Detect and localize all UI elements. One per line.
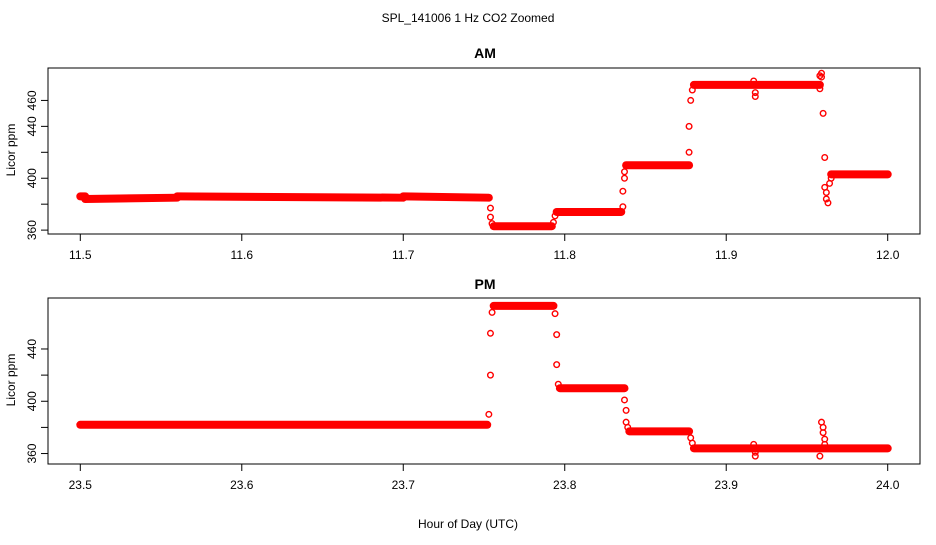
- x-tick-label: 23.7: [392, 478, 416, 492]
- data-point: [553, 331, 561, 339]
- x-tick-label: 23.6: [230, 478, 254, 492]
- data-point: [619, 203, 627, 211]
- data-point: [821, 153, 829, 161]
- figure-title: SPL_141006 1 Hz CO2 Zoomed: [382, 11, 555, 25]
- panel-am-title: AM: [474, 45, 496, 61]
- data-point: [488, 220, 496, 228]
- panel-am-y-label: Licor ppm: [4, 124, 18, 177]
- series-segment: [399, 192, 493, 202]
- data-point: [751, 448, 759, 456]
- data-point: [817, 69, 825, 77]
- y-tick-label: 400: [25, 391, 39, 411]
- data-point: [549, 218, 557, 226]
- data-point: [687, 96, 695, 104]
- data-point: [750, 77, 758, 85]
- data-point: [486, 371, 494, 379]
- data-point: [554, 380, 562, 388]
- x-axis-label: Hour of Day (UTC): [418, 517, 518, 531]
- panel-pm-marks: [76, 301, 892, 460]
- x-tick-label: 23.8: [553, 478, 577, 492]
- y-tick-label: 460: [25, 90, 39, 110]
- data-point: [622, 406, 630, 414]
- x-tick-label: 11.7: [392, 248, 415, 262]
- y-tick-label: 360: [25, 220, 39, 240]
- panel-am-axes: 11.5 11.6 11.7 11.8 11.9 12.0 360 400 440 460: [25, 90, 900, 262]
- data-point: [819, 109, 827, 117]
- data-point: [688, 439, 696, 447]
- panel-pm-y-label: Licor ppm: [4, 354, 18, 407]
- data-point: [485, 410, 493, 418]
- x-tick-label: 24.0: [876, 478, 900, 492]
- data-point: [817, 73, 825, 81]
- panel-pm-axes: 23.5 23.6 23.7 23.8 23.9 24.0 360 400 440: [25, 339, 900, 492]
- data-point: [486, 329, 494, 337]
- x-tick-label: 11.5: [69, 248, 92, 262]
- panel-am-marks: [76, 69, 892, 231]
- y-tick-label: 360: [25, 443, 39, 463]
- data-point: [751, 93, 759, 101]
- data-point: [751, 452, 759, 460]
- data-point: [819, 429, 827, 437]
- data-point: [821, 440, 829, 448]
- x-tick-label: 11.9: [715, 248, 738, 262]
- panel-pm: PM Licor ppm 23.5 23.6 23.7 23.8 23.9 24.0 360…: [4, 276, 921, 492]
- data-point: [827, 174, 835, 182]
- y-tick-label: 440: [25, 116, 39, 136]
- y-tick-label: 400: [25, 168, 39, 188]
- series-segment: [173, 192, 408, 202]
- y-tick-label: 440: [25, 339, 39, 359]
- panel-pm-title: PM: [475, 276, 496, 292]
- data-point: [685, 122, 693, 130]
- x-tick-label: 23.5: [69, 478, 93, 492]
- data-point: [486, 204, 494, 212]
- data-point: [624, 423, 632, 431]
- data-point: [816, 85, 824, 93]
- data-point: [688, 86, 696, 94]
- data-point: [620, 174, 628, 182]
- panel-am-frame: [47, 67, 921, 235]
- data-point: [619, 187, 627, 195]
- data-point: [822, 188, 830, 196]
- series-segment: [81, 193, 182, 203]
- data-point: [620, 396, 628, 404]
- x-tick-label: 23.9: [715, 478, 739, 492]
- panel-pm-frame: [47, 297, 921, 465]
- data-point: [553, 361, 561, 369]
- x-tick-label: 11.8: [554, 248, 577, 262]
- data-point: [486, 213, 494, 221]
- panel-am: AM Licor ppm 11.5 11.6 11.7 11.8 11.9 12.0 360…: [4, 45, 921, 262]
- data-point: [551, 212, 559, 220]
- data-point: [750, 440, 758, 448]
- data-point: [822, 195, 830, 203]
- data-point: [824, 199, 832, 207]
- data-point: [488, 308, 496, 316]
- x-tick-label: 12.0: [876, 248, 900, 262]
- data-point: [551, 310, 559, 318]
- data-point: [751, 89, 759, 97]
- data-point: [816, 452, 824, 460]
- data-point: [620, 168, 628, 176]
- data-point: [685, 148, 693, 156]
- x-tick-label: 11.6: [231, 248, 254, 262]
